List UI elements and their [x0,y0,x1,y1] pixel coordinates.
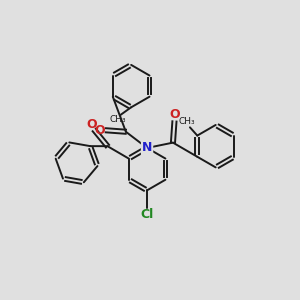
Text: O: O [86,118,97,130]
Text: CH₃: CH₃ [179,117,195,126]
Text: CH₃: CH₃ [109,116,126,124]
Text: N: N [142,141,152,154]
Text: Cl: Cl [140,208,154,221]
Text: O: O [94,124,105,137]
Text: O: O [170,109,180,122]
